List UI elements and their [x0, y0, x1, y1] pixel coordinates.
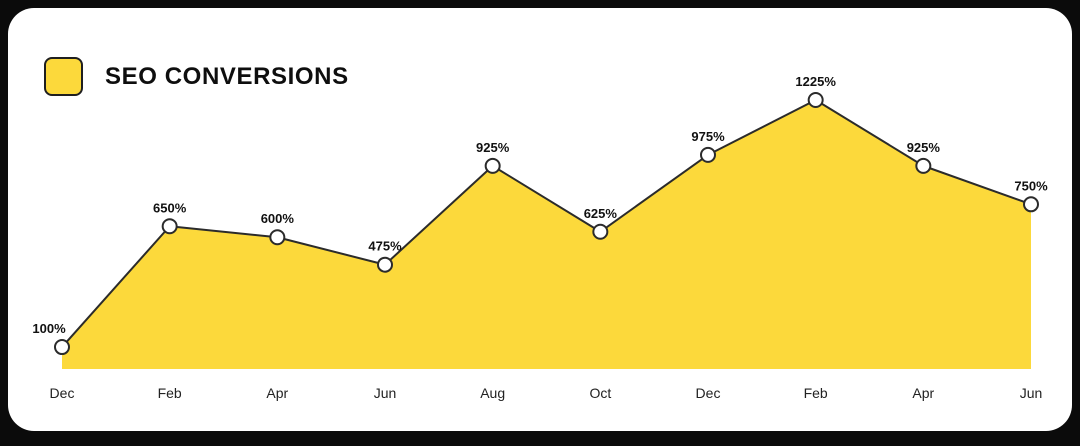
data-point — [377, 256, 393, 273]
data-point-label: 475% — [368, 239, 402, 254]
legend-swatch — [44, 57, 83, 96]
data-point — [484, 157, 501, 174]
x-axis-label: Jun — [1020, 385, 1043, 401]
data-point-label: 650% — [153, 200, 187, 215]
x-axis-label: Aug — [480, 385, 505, 401]
seo-conversions-area-chart: 100% Dec 650% Feb 600% Apr 475% Jun 925% Aug 625% O… — [32, 74, 1048, 401]
chart-title: SEO CONVERSIONS — [105, 62, 349, 90]
data-point — [915, 157, 932, 174]
data-point-label: 975% — [691, 129, 725, 144]
data-point-label: 1225% — [795, 74, 836, 89]
x-axis-label: Apr — [912, 385, 934, 401]
chart-card: SEO CONVERSIONS 100% Dec 650% Feb 600% Apr 475… — [8, 8, 1072, 431]
data-point — [700, 146, 716, 163]
data-point-label: 600% — [261, 211, 295, 226]
data-point — [54, 339, 70, 356]
x-axis-label: Oct — [589, 385, 611, 401]
x-axis-label: Feb — [158, 385, 182, 401]
data-point — [592, 223, 609, 240]
data-point — [269, 229, 286, 246]
x-axis-label: Apr — [266, 385, 288, 401]
chart-legend: SEO CONVERSIONS — [44, 57, 349, 96]
data-point-label: 750% — [1014, 178, 1048, 193]
data-point — [807, 92, 824, 108]
data-point — [1023, 196, 1039, 213]
x-axis-label: Jun — [374, 385, 397, 401]
x-axis-label: Feb — [804, 385, 828, 401]
data-point-label: 925% — [907, 140, 941, 155]
area-fill — [62, 100, 1031, 369]
x-axis-label: Dec — [50, 385, 75, 401]
data-point — [161, 218, 178, 235]
data-point-label: 100% — [32, 321, 66, 336]
trend-line — [61, 99, 1032, 349]
data-point-label: 625% — [584, 206, 618, 221]
x-axis-label: Dec — [696, 385, 721, 401]
data-point-label: 925% — [476, 140, 510, 155]
